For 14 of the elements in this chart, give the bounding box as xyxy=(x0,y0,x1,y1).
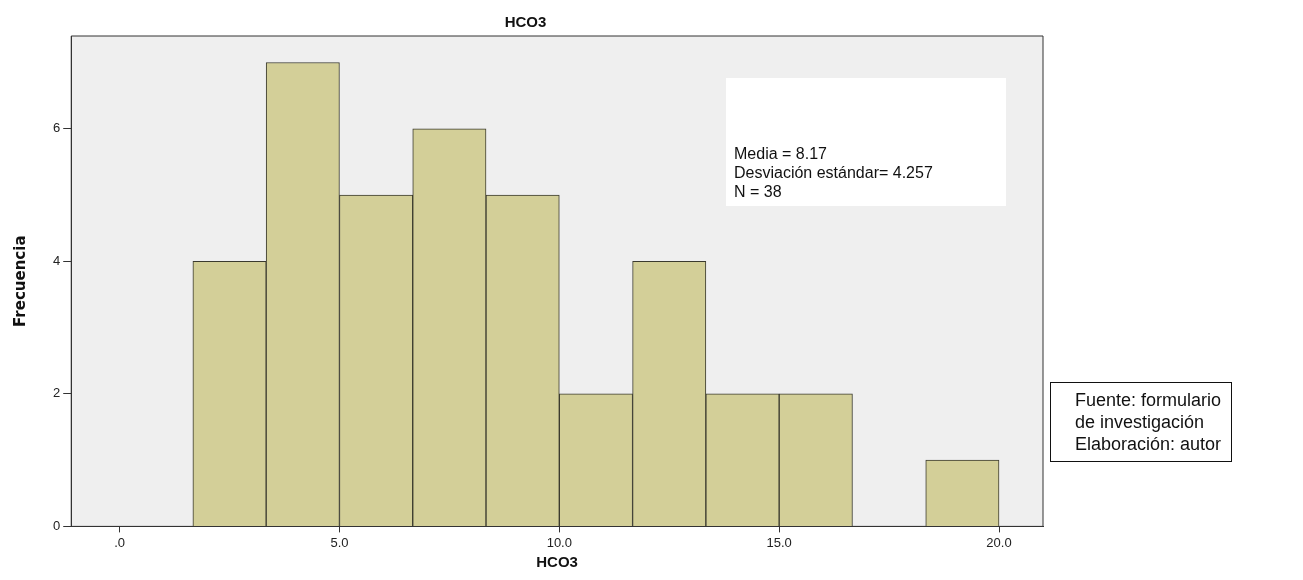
x-axis-title: HCO3 xyxy=(536,553,578,571)
y-tick-label: 4 xyxy=(53,252,61,268)
source-note-box: Fuente: formulario de investigación Elaboración: autor xyxy=(1050,382,1233,462)
x-tick-label: 5.0 xyxy=(330,534,349,550)
y-axis-title: Frecuencia xyxy=(10,235,29,327)
y-tick-label: 6 xyxy=(53,120,61,136)
x-tick-label: .0 xyxy=(114,534,126,550)
chart-title: HCO3 xyxy=(504,13,547,31)
y-tick-label: 2 xyxy=(53,385,61,401)
x-tick-label: 15.0 xyxy=(766,534,792,550)
y-tick-label: 0 xyxy=(53,517,61,533)
x-tick-label: 10.0 xyxy=(546,534,572,550)
x-tick-label: 20.0 xyxy=(986,534,1012,550)
note-box: Media = 8.17 Desviación estándar= 4.257 N = 38 xyxy=(726,78,1006,206)
